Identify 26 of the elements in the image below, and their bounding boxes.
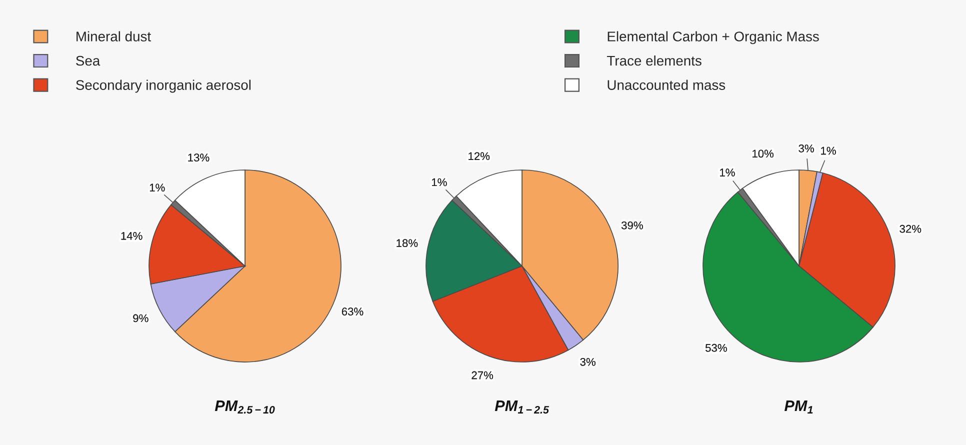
data-label: 10% (752, 150, 774, 158)
data-label: 3% (798, 144, 814, 152)
data-label: 39% (622, 221, 643, 230)
data-label: 1% (821, 146, 836, 155)
legend-label: Mineral dust (76, 31, 151, 42)
data-label: 53% (706, 344, 727, 352)
data-label: 3% (580, 358, 596, 366)
data-label: 14% (121, 232, 142, 240)
data-label: 32% (900, 224, 922, 233)
data-label: 27% (472, 371, 494, 380)
text: PM$_{2.5−10}$ (214, 400, 275, 414)
data-label: 1% (720, 168, 735, 176)
legend-label: Elemental Carbon + Organic Mass (608, 31, 819, 44)
data-label: 9% (133, 314, 148, 322)
data-label: 18% (396, 239, 418, 248)
data-label: 63% (342, 308, 364, 316)
text: PM$_{1}$ (784, 400, 813, 414)
data-label: 1% (150, 184, 165, 192)
legend-label: Sea (76, 56, 100, 66)
legend-label: Unaccounted mass (608, 80, 726, 90)
data-label: 12% (468, 152, 490, 160)
legend-label: Secondary inorganic aerosol (76, 80, 251, 93)
data-label: 13% (188, 154, 210, 162)
text: PM$_{1−2.5}$ (494, 400, 550, 414)
legend-label: Trace elements (607, 55, 702, 66)
data-label: 1% (432, 178, 447, 186)
